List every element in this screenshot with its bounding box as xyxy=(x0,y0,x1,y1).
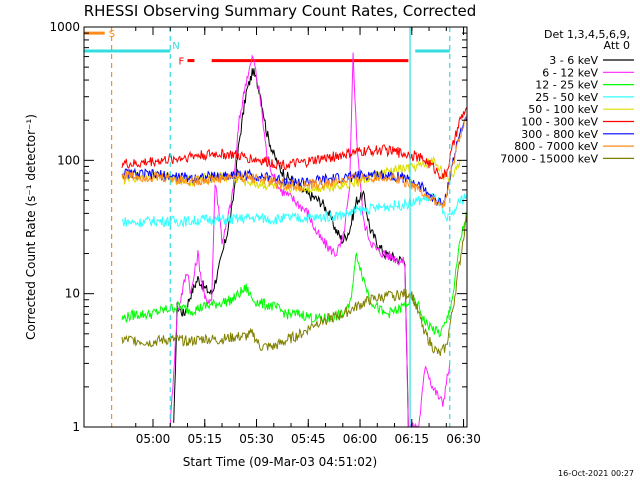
y-axis-label: Corrected Count Rate (s⁻¹ detector⁻¹) xyxy=(24,114,38,340)
series-line-8 xyxy=(121,213,468,357)
plot-frame xyxy=(83,26,468,428)
y-tick-label: 1 xyxy=(72,420,80,434)
x-tick-label: 06:15 xyxy=(394,432,429,446)
legend-entry: 6 - 12 keV xyxy=(542,66,598,79)
legend-entry: 3 - 6 keV xyxy=(549,54,598,67)
series-lines xyxy=(121,52,468,429)
x-tick-label: 06:30 xyxy=(446,432,481,446)
flag-bars: S NF xyxy=(84,29,450,68)
x-tick-label: 06:00 xyxy=(343,432,378,446)
legend-entry: 25 - 50 keV xyxy=(535,91,598,104)
timestamp: 16-Oct-2021 00:27 xyxy=(558,469,634,478)
x-tick-label: 05:15 xyxy=(187,432,222,446)
flag-label: N xyxy=(172,41,179,52)
series-line-2 xyxy=(121,211,468,338)
legend-header: Att 0 xyxy=(604,39,630,52)
legend-entry: 7000 - 15000 keV xyxy=(500,152,598,165)
legend-header: Det 1,3,4,5,6,9, xyxy=(544,28,630,41)
x-axis-label: Start Time (09-Mar-03 04:51:02) xyxy=(183,455,377,469)
vertical-markers xyxy=(111,27,451,427)
series-line-1 xyxy=(169,52,451,429)
legend-entry: 50 - 100 keV xyxy=(528,103,598,116)
x-tick-label: 05:30 xyxy=(239,432,274,446)
y-axis: 1 10 100 1000 xyxy=(49,20,467,434)
series-line-5 xyxy=(121,106,468,180)
y-tick-label: 100 xyxy=(57,153,80,167)
x-tick-label: 05:00 xyxy=(136,432,171,446)
y-tick-label: 10 xyxy=(65,287,80,301)
legend-entry: 100 - 300 keV xyxy=(521,116,598,129)
legend-entry: 12 - 25 keV xyxy=(535,79,598,92)
flag-label: F xyxy=(179,57,185,68)
legend-entry: 800 - 7000 keV xyxy=(514,140,598,153)
chart-title: RHESSI Observing Summary Count Rates, Co… xyxy=(84,2,477,20)
y-tick-label: 1000 xyxy=(49,20,80,34)
flag-label: S xyxy=(109,29,115,40)
x-tick-label: 05:45 xyxy=(291,432,326,446)
legend-entry: 300 - 800 keV xyxy=(521,128,598,141)
series-line-0 xyxy=(173,68,409,428)
x-axis: 05:00 05:15 05:30 05:45 06:00 06:15 06:30 xyxy=(135,27,481,446)
